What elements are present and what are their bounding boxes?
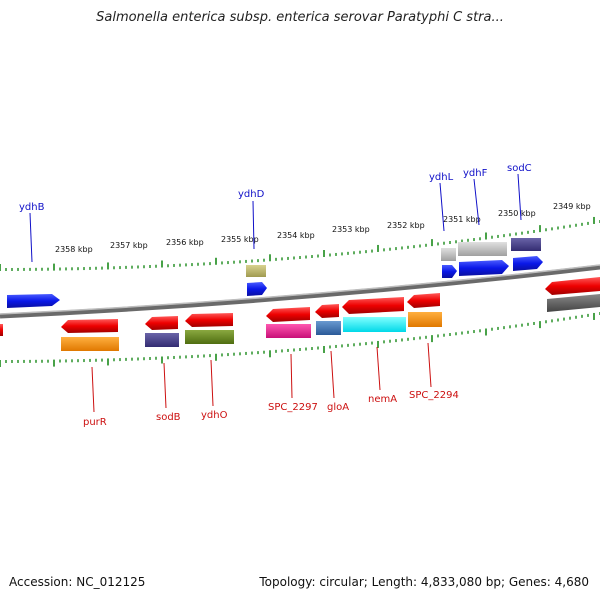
leader-line — [290, 353, 293, 399]
forward-genes — [7, 238, 543, 308]
gene-arrow-reverse[interactable] — [545, 277, 600, 295]
leader-line — [427, 342, 432, 388]
gene-block[interactable] — [547, 294, 600, 312]
top-leader-lines — [29, 173, 522, 263]
kbp-label: 2354 kbp — [277, 231, 315, 240]
gene-arrow-reverse[interactable] — [61, 319, 118, 333]
gene-block[interactable] — [458, 242, 507, 256]
kbp-label: 2349 kbp — [553, 202, 591, 211]
kbp-label: 2356 kbp — [166, 238, 204, 247]
scale-ticks-top — [0, 216, 600, 271]
gene-arrow-forward[interactable] — [459, 260, 509, 276]
bottom-leader-lines — [91, 342, 432, 413]
gene-label-SPC_2297: SPC_2297 — [268, 402, 318, 413]
gene-block[interactable] — [343, 317, 406, 332]
gene-label-nemA: nemA — [368, 394, 397, 405]
kbp-label: 2350 kbp — [498, 209, 536, 218]
gene-block[interactable] — [185, 330, 234, 344]
leader-line — [29, 212, 33, 263]
accession-text: Accession: NC_012125 — [9, 575, 146, 589]
reverse-genes — [0, 277, 600, 351]
leader-line — [91, 366, 95, 413]
kbp-label: 2357 kbp — [110, 241, 148, 250]
gene-arrow-reverse[interactable] — [315, 304, 339, 318]
gene-label-ydhF: ydhF — [463, 168, 488, 179]
kbp-label: 2352 kbp — [387, 221, 425, 230]
gene-label-gloA: gloA — [327, 402, 349, 413]
kbp-label: 2358 kbp — [55, 245, 93, 254]
gene-arrow-forward[interactable] — [513, 256, 543, 271]
kbp-label: 2353 kbp — [332, 225, 370, 234]
gene-label-sodC: sodC — [507, 163, 532, 174]
scale-ticks-bottom — [0, 312, 600, 367]
gene-block[interactable] — [145, 333, 179, 347]
genome-backbone — [0, 264, 600, 319]
leader-line — [439, 182, 445, 232]
gene-label-purR: purR — [83, 417, 107, 428]
gene-block[interactable] — [246, 265, 266, 277]
gene-arrow-reverse[interactable] — [145, 316, 178, 330]
gene-label-ydhL: ydhL — [429, 172, 454, 183]
leader-line — [252, 200, 255, 250]
gene-block[interactable] — [316, 321, 341, 335]
gene-arrow-forward[interactable] — [7, 294, 60, 308]
gene-arrow-forward[interactable] — [442, 265, 457, 278]
gene-block[interactable] — [408, 312, 442, 327]
gene-arrow-reverse[interactable] — [407, 293, 440, 308]
gene-arrow-reverse[interactable] — [185, 313, 233, 327]
topology-summary: Topology: circular; Length: 4,833,080 bp… — [259, 575, 589, 589]
gene-label-ydhD: ydhD — [238, 189, 265, 200]
leader-line — [517, 173, 522, 221]
gene-label-ydhB: ydhB — [19, 202, 45, 213]
leader-line — [376, 346, 381, 391]
gene-arrow-reverse[interactable] — [342, 297, 404, 314]
gene-block[interactable] — [441, 248, 456, 261]
gene-arrow-reverse[interactable] — [266, 307, 310, 322]
leader-line — [163, 362, 167, 409]
kbp-label: 2351 kbp — [443, 215, 481, 224]
backbone-highlight — [0, 264, 600, 315]
gene-block[interactable] — [266, 324, 311, 338]
leader-line — [210, 359, 214, 407]
map-title: Salmonella enterica subsp. enterica sero… — [96, 10, 504, 25]
gene-block[interactable] — [61, 337, 119, 351]
gene-label-ydhO: ydhO — [201, 410, 228, 421]
leader-line — [330, 350, 335, 399]
gene-label-sodB: sodB — [156, 412, 181, 423]
gene-arrow-forward[interactable] — [247, 282, 267, 296]
gene-block[interactable] — [511, 238, 541, 251]
gene-arrow-reverse[interactable] — [0, 324, 3, 336]
gene-label-SPC_2294: SPC_2294 — [409, 390, 459, 401]
leader-line — [473, 178, 480, 226]
kbp-label: 2355 kbp — [221, 235, 259, 244]
